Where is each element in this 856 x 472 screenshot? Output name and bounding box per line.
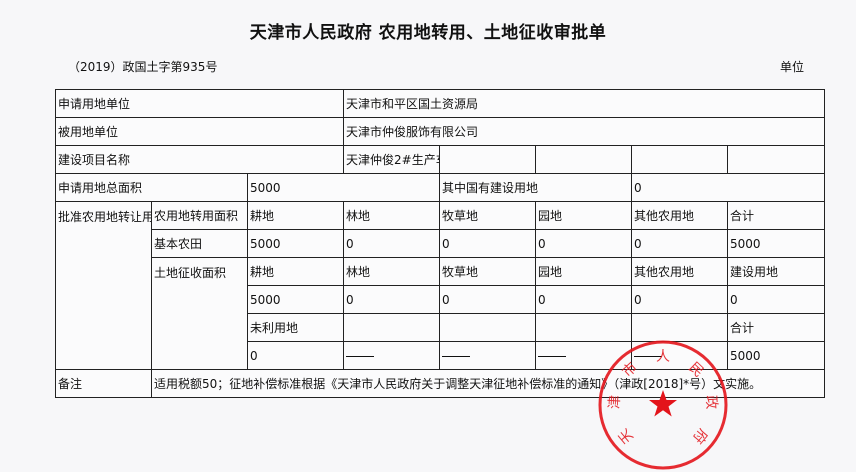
applicant-label: 申请用地单位 [54,89,345,118]
empty-cell [439,313,537,342]
unused-total-value: 5000 [727,341,826,370]
seal-character: 民 [685,359,706,380]
user-value: 天津市仲俊服饰有限公司 [343,117,826,146]
basic-farmland-value: 0 [631,229,729,258]
expropriation-value: 0 [535,285,633,314]
remarks-value: 适用税额50；征地补偿标准根据《天津市人民政府关于调整天津征地补偿标准的通知》（… [150,369,826,398]
empty-cell [727,145,826,174]
conversion-label: 农用地转用面积 [151,201,248,230]
empty-cell [343,313,441,342]
unused-value: 0 [246,341,345,370]
official-seal: 天津市人民政府 [598,340,728,470]
expropriation-label: 土地征收面积 [151,257,248,370]
total-area-value: 5000 [246,173,441,202]
approval-label: 批准农用地转让用 [55,201,152,370]
total-area-label: 申请用地总面积 [55,173,248,202]
table-row: 批准农用地转让用 农用地转用面积 耕地 林地 牧草地 园地 其他农用地 合计 [55,201,826,370]
user-label: 被用地单位 [54,117,345,146]
document-number: （2019）政国土字第935号 [68,60,218,74]
table-row: 建设项目名称 天津仲俊2#生产车 [54,145,826,174]
basic-farmland-value: 0 [439,229,537,258]
project-label: 建设项目名称 [54,145,345,174]
unused-label: 未利用地 [246,313,345,342]
expropriation-value: 0 [439,285,537,314]
expropriation-header: 牧草地 [439,257,537,286]
conversion-header: 园地 [535,201,633,230]
empty-cell [535,145,633,174]
table-row: 申请用地总面积 5000 其中国有建设用地 0 [55,173,826,202]
expropriation-header: 建设用地 [727,257,826,286]
state-land-label: 其中国有建设用地 [439,173,633,202]
dash-line [538,355,567,357]
empty-cell [631,313,729,342]
expropriation-value: 0 [343,285,441,314]
dash-line [346,355,375,357]
remarks-label: 备注 [55,369,152,398]
seal-character: 府 [689,425,710,446]
table-row: 5000 0 0 0 0 0 [56,285,826,314]
unused-total-label: 合计 [727,313,826,342]
table-row: 土地征收面积 耕地 林地 牧草地 园地 其他农用地 建设用地 [56,257,826,370]
dash-line [442,355,471,357]
seal-character: 天 [616,425,637,446]
basic-farmland-value: 0 [343,229,441,258]
conversion-header: 牧草地 [439,201,537,230]
conversion-header: 林地 [343,201,441,230]
expropriation-header: 耕地 [246,257,345,286]
table-row: 备注 适用税额50；征地补偿标准根据《天津市人民政府关于调整天津征地补偿标准的通… [55,369,826,398]
star-icon [649,390,677,417]
table-row: 基本农田 5000 0 0 0 0 5000 [56,229,826,258]
table-row: 申请用地单位 天津市和平区国土资源局 [54,89,826,118]
table-row: 被用地单位 天津市仲俊服饰有限公司 [54,117,826,146]
seal-ring [598,340,728,470]
seal-character: 津 [607,395,624,410]
expropriation-header: 园地 [535,257,633,286]
basic-farmland-value: 5000 [246,229,345,258]
table-row: 未利用地 合计 [56,313,826,342]
seal-character: 政 [703,395,720,410]
conversion-header: 耕地 [246,201,345,230]
empty-cell [535,313,633,342]
dash-cell [343,341,441,370]
conversion-header: 其他农用地 [631,201,729,230]
seal-character: 市 [619,359,641,381]
expropriation-header: 林地 [343,257,441,286]
basic-farmland-value: 5000 [727,229,826,258]
empty-cell [439,145,537,174]
state-land-value: 0 [631,173,826,202]
applicant-value: 天津市和平区国土资源局 [343,89,826,118]
approval-table: 申请用地单位 天津市和平区国土资源局 被用地单位 天津市仲俊服饰有限公司 建设项… [54,89,826,398]
conversion-header: 合计 [727,201,826,230]
seal-character: 人 [656,349,670,365]
expropriation-value: 0 [727,285,826,314]
expropriation-value: 5000 [246,285,345,314]
project-value: 天津仲俊2#生产车 [343,145,441,174]
dash-line [634,355,663,357]
expropriation-header: 其他农用地 [631,257,729,286]
empty-cell [631,145,729,174]
dash-cell [439,341,537,370]
expropriation-value: 0 [631,285,729,314]
basic-farmland-value: 0 [535,229,633,258]
page-title: 天津市人民政府 农用地转用、土地征收审批单 [249,23,607,43]
basic-farmland-label: 基本农田 [151,229,248,258]
unit-label: 单位 [780,60,805,74]
